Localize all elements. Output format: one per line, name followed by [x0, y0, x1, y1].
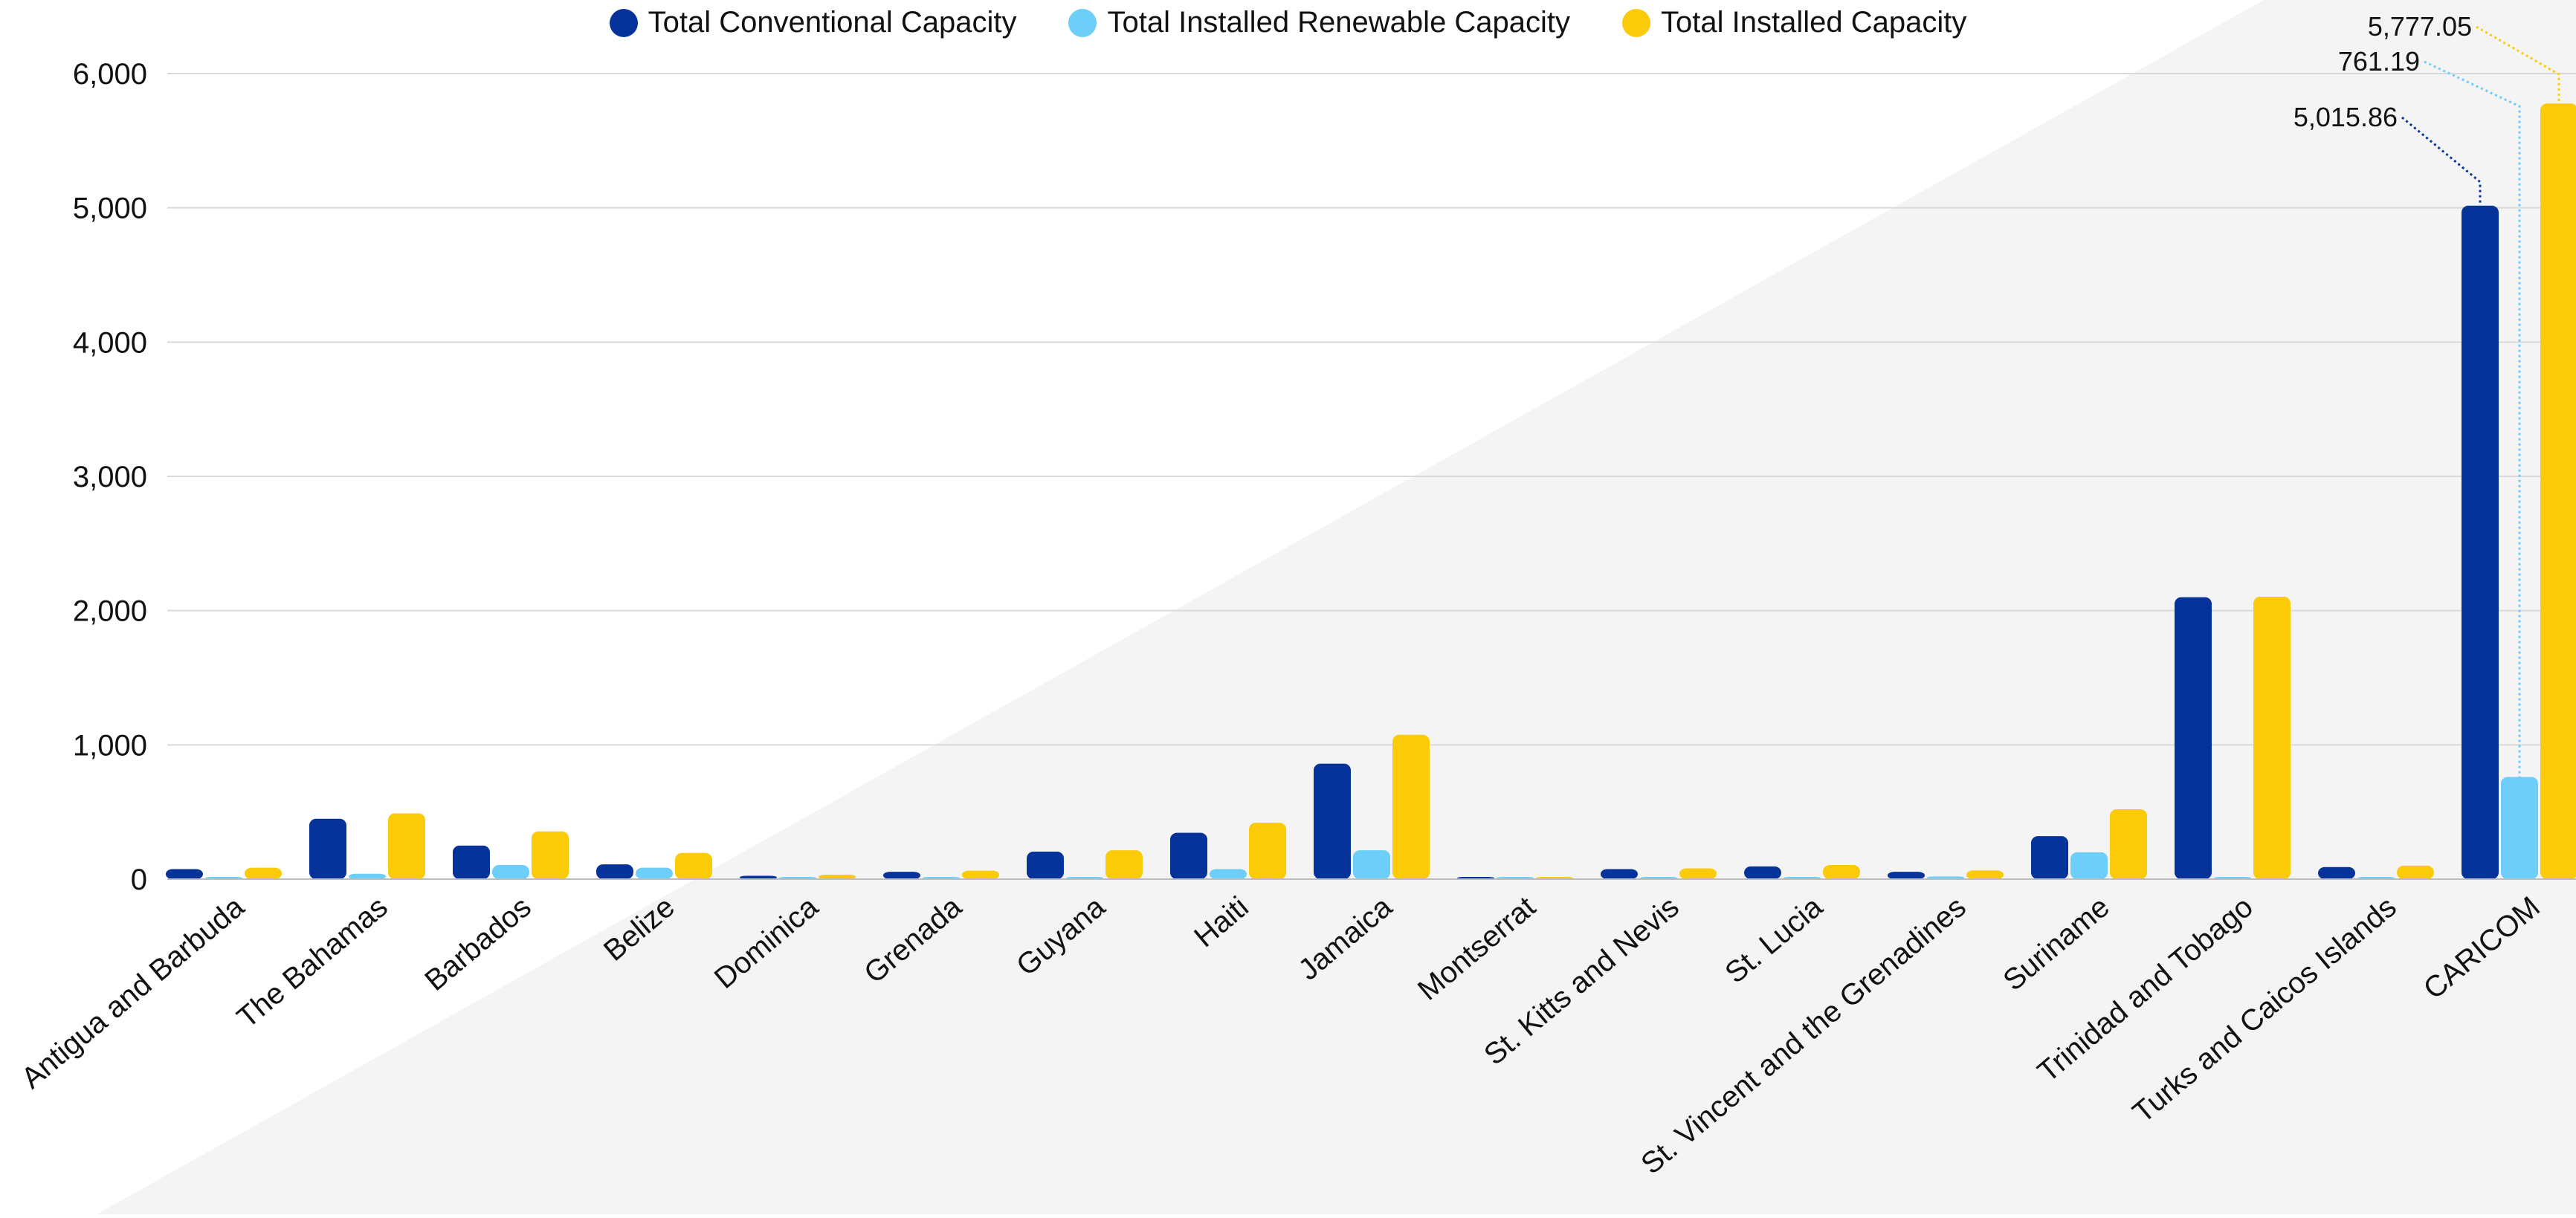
y-tick-label: 0 — [131, 864, 147, 896]
y-tick-label: 3,000 — [73, 461, 147, 493]
bar-conventional — [453, 845, 490, 879]
bar-installed — [532, 831, 569, 879]
bar-installed — [245, 867, 282, 879]
bar-conventional — [740, 875, 777, 879]
bar-conventional — [2031, 836, 2068, 879]
annotation-leader — [2476, 25, 2560, 104]
bar-renewable — [2501, 777, 2538, 879]
bar-renewable — [349, 873, 386, 879]
annotation-label: 761.19 — [2338, 46, 2420, 77]
y-tick-label: 2,000 — [73, 595, 147, 628]
y-tick-label: 4,000 — [73, 326, 147, 359]
legend-label-conventional: Total Conventional Capacity — [648, 6, 1017, 39]
bar-conventional — [1027, 851, 1064, 879]
bar-installed — [2253, 597, 2291, 879]
legend-label-installed: Total Installed Capacity — [1661, 6, 1967, 39]
bar-installed — [819, 875, 856, 879]
annotation-label: 5,777.05 — [2368, 11, 2472, 42]
bar-installed — [962, 870, 999, 879]
legend-swatch-installed — [1622, 8, 1651, 37]
bar-conventional — [2462, 205, 2499, 880]
bar-conventional — [166, 869, 203, 879]
bar-installed — [1105, 850, 1143, 879]
legend-item-installed[interactable]: Total Installed Capacity — [1622, 6, 1966, 39]
y-tick-label: 1,000 — [73, 729, 147, 762]
legend-item-conventional[interactable]: Total Conventional Capacity — [609, 6, 1017, 39]
background-band — [97, 0, 2576, 1214]
bar-conventional — [2318, 866, 2355, 879]
x-tick-label: Antigua and Barbuda — [16, 890, 251, 1095]
x-tick-label: The Bahamas — [231, 890, 394, 1034]
legend-swatch-conventional — [609, 8, 638, 37]
y-axis-tick-labels: 0 1,000 2,000 3,000 4,000 5,000 6,000 — [73, 58, 147, 896]
annotations: 5,015.86 761.19 5,777.05 — [2293, 11, 2560, 777]
bar-renewable — [1353, 850, 1390, 879]
y-tick-label: 6,000 — [73, 58, 147, 91]
bar-installed — [1679, 868, 1717, 879]
bars — [166, 103, 2576, 880]
legend: Total Conventional Capacity Total Instal… — [0, 6, 2576, 39]
bar-conventional — [1601, 869, 1638, 879]
bar-conventional — [883, 872, 920, 879]
bar-renewable — [636, 867, 673, 879]
legend-swatch-renewable — [1068, 8, 1097, 37]
bar-installed — [388, 813, 425, 879]
bar-conventional — [596, 864, 633, 879]
bar-conventional — [2175, 597, 2212, 879]
bar-installed — [2540, 103, 2576, 879]
bar-installed — [1249, 823, 1286, 879]
bar-conventional — [1170, 832, 1207, 879]
annotation-leader — [2424, 60, 2521, 777]
legend-label-renewable: Total Installed Renewable Capacity — [1107, 6, 1571, 39]
legend-item-renewable[interactable]: Total Installed Renewable Capacity — [1068, 6, 1570, 39]
bar-renewable — [492, 865, 529, 879]
bar-installed — [675, 852, 712, 879]
bar-installed — [1966, 870, 2004, 879]
bar-conventional — [1314, 763, 1351, 879]
annotation-label: 5,015.86 — [2293, 102, 2398, 132]
bar-conventional — [1888, 872, 1925, 879]
bar-installed — [1392, 734, 1430, 879]
bar-renewable — [2070, 852, 2108, 879]
bar-renewable — [1210, 869, 1247, 879]
y-tick-label: 5,000 — [73, 192, 147, 225]
bar-conventional — [309, 818, 346, 879]
bar-installed — [2110, 809, 2147, 879]
bar-installed — [2397, 865, 2434, 879]
bar-installed — [1823, 865, 1860, 879]
bar-conventional — [1744, 866, 1781, 879]
